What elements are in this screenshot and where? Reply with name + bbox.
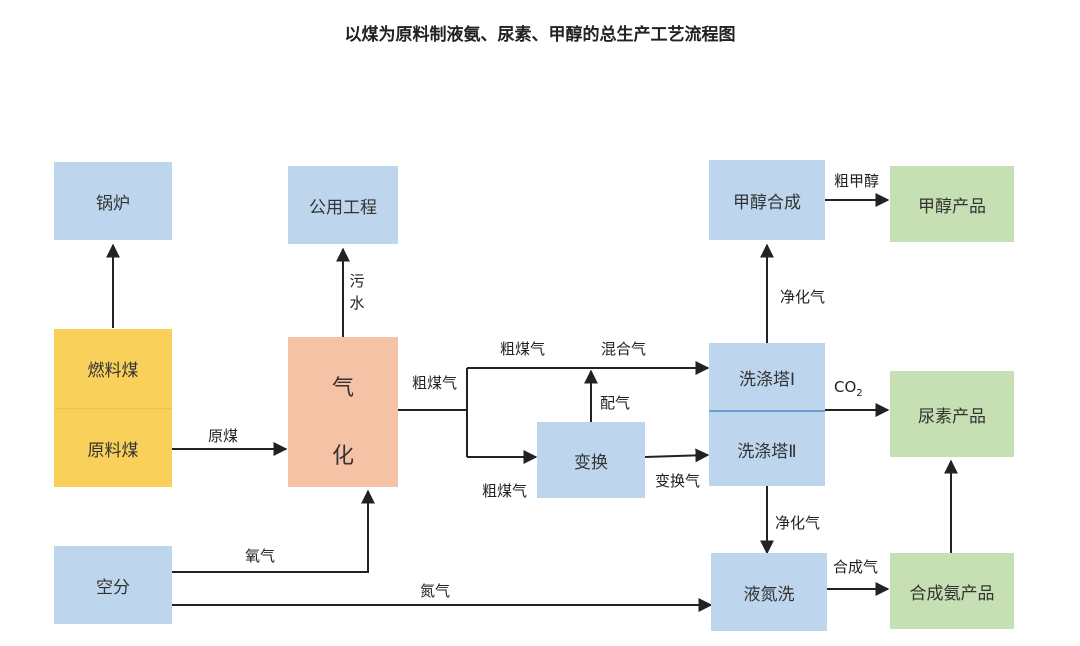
ammonia-product-box: 合成氨产品 (890, 553, 1014, 629)
edge-label-wastewater: 污水 (349, 272, 365, 312)
liquid-nitrogen-wash-box: 液氮洗 (711, 553, 827, 631)
edge-label-crude-gas-main: 粗煤气 (412, 374, 458, 392)
edge-label-crude-methanol: 粗甲醇 (834, 172, 880, 190)
methanol-product-box: 甲醇产品 (890, 166, 1014, 242)
methanol-synthesis-label: 甲醇合成 (733, 192, 801, 213)
edge-label-purified-gas-up: 净化气 (780, 288, 826, 306)
shift-label: 变换 (574, 452, 608, 473)
edge-label-shifted-gas: 变换气 (655, 472, 701, 490)
urea-product-label: 尿素产品 (918, 406, 986, 427)
utilities-label: 公用工程 (309, 197, 377, 218)
edge-label-blend-gas: 配气 (600, 394, 631, 412)
raw-coal-box: 原料煤 (54, 409, 172, 487)
gasification-label-top: 气 (332, 376, 355, 401)
raw-coal-label: 原料煤 (87, 440, 139, 461)
edge-label-crude-gas-lower: 粗煤气 (482, 482, 528, 500)
scrubber-2-label: 洗涤塔Ⅱ (737, 441, 797, 462)
urea-product-box: 尿素产品 (890, 371, 1014, 457)
edge-label-nitrogen: 氮气 (420, 582, 451, 600)
shift-box: 变换 (537, 422, 645, 498)
edge-label-mixed-gas: 混合气 (601, 340, 647, 358)
co2-main: CO (834, 378, 857, 396)
arrow-shift-to-scrubber2 (644, 448, 710, 463)
edge-label-raw-coal: 原煤 (208, 427, 239, 445)
liquid-nitrogen-wash-label: 液氮洗 (743, 584, 795, 605)
air-separation-box: 空分 (54, 546, 172, 624)
air-separation-label: 空分 (96, 577, 130, 598)
scrubber-divider (709, 410, 825, 412)
arrow-oxygen-to-gasifier (172, 489, 375, 573)
edge-label-synthesis-gas: 合成气 (833, 558, 879, 576)
scrubber-1-box: 洗涤塔Ⅰ (709, 343, 825, 411)
ammonia-product-label: 合成氨产品 (909, 583, 995, 604)
edge-label-purified-gas-down: 净化气 (775, 514, 821, 532)
scrubber-2-box: 洗涤塔Ⅱ (709, 412, 825, 486)
boiler-label: 锅炉 (96, 193, 130, 214)
fuel-coal-box: 燃料煤 (54, 329, 172, 408)
gasification-label-bottom: 化 (332, 444, 355, 469)
coal-divider (54, 408, 172, 409)
co2-subscript: 2 (856, 388, 863, 399)
methanol-synthesis-box: 甲醇合成 (709, 160, 825, 240)
diagram-title: 以煤为原料制液氨、尿素、甲醇的总生产工艺流程图 (344, 25, 736, 45)
scrubber-1-label: 洗涤塔Ⅰ (738, 369, 795, 390)
edge-label-crude-gas-upper: 粗煤气 (500, 340, 546, 358)
gasification-box (288, 337, 398, 487)
edge-label-co2: CO2 (834, 378, 863, 399)
methanol-product-label: 甲醇产品 (918, 196, 986, 217)
utilities-box: 公用工程 (288, 166, 398, 244)
edge-label-oxygen: 氧气 (245, 547, 276, 565)
fuel-coal-label: 燃料煤 (87, 361, 139, 381)
boiler-box: 锅炉 (54, 162, 172, 240)
